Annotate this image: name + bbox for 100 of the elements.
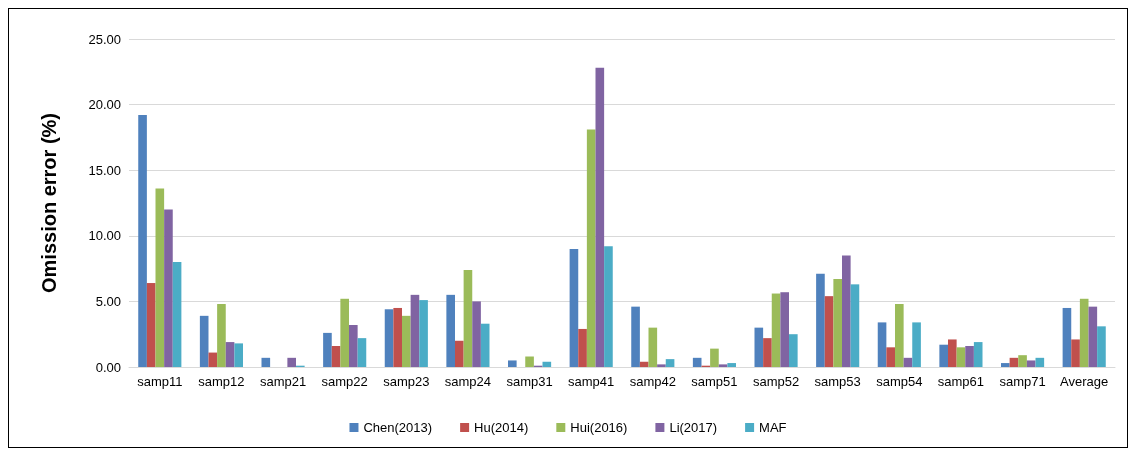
bar [903,357,913,367]
legend-label: Hu(2014) [474,420,529,435]
bar [604,246,613,367]
bar [480,323,490,367]
bar [1000,363,1010,367]
y-tick-label: 10.00 [88,228,121,244]
bar [912,322,921,367]
bar [763,338,772,367]
legend-label: Li(2017) [669,420,718,435]
legend-label: Chen(2013) [363,420,433,435]
bar [1035,357,1045,367]
legend-label: MAF [759,420,787,435]
x-tick-label: samp21 [259,374,307,389]
x-tick-label: samp61 [937,374,985,389]
bar [507,360,517,367]
bar [172,262,182,367]
bar [463,269,473,367]
bar [948,339,957,367]
bar [340,298,349,367]
y-tick-label: 15.00 [88,162,121,178]
bar [578,328,587,367]
bar [1009,357,1019,367]
bar [217,304,226,367]
x-tick-label: samp42 [629,374,676,389]
bar [472,301,481,367]
bar [939,344,948,367]
bar [842,255,851,367]
y-tick-label: 0.00 [95,359,121,375]
bar [816,273,825,367]
y-tick-label: 5.00 [95,293,121,309]
x-tick-label: samp24 [444,374,492,389]
bar [780,292,789,367]
bar [833,279,842,367]
bar [1097,326,1106,367]
bar [155,188,165,367]
bar [1018,355,1027,367]
x-tick-label: samp71 [999,374,1046,389]
bar [657,364,666,367]
bar [349,325,358,367]
bar [665,359,675,367]
bar [164,209,173,367]
bar [446,294,455,367]
x-tick-label: samp54 [876,374,923,389]
bar [323,332,332,367]
bar [331,346,341,367]
x-tick-label: samp22 [321,374,368,389]
bar [455,340,464,367]
x-tick-label: Average [1060,374,1109,389]
bar [631,306,640,367]
bar [692,357,702,367]
bar [384,309,394,367]
bar [877,322,887,367]
bar [710,348,719,367]
y-axis-title: Omission error (%) [38,112,60,294]
bar [208,352,218,367]
bar [965,346,974,367]
bar [850,284,860,367]
x-tick-label: samp53 [814,374,861,389]
x-tick-label: samp51 [691,374,738,389]
bar [287,357,296,367]
bar [973,342,983,367]
bar [225,342,235,367]
x-tick-label: samp41 [568,374,615,389]
x-tick-label: samp12 [198,374,245,389]
bar [525,356,534,367]
bar [754,327,764,367]
bar [357,338,367,367]
bar [824,296,834,367]
y-tick-label: 20.00 [88,97,121,113]
bar [569,248,579,367]
x-tick-label: samp52 [752,374,800,389]
bar [886,347,895,367]
bar [199,315,209,367]
bar [1088,306,1098,367]
bar [718,364,728,367]
bar [1026,360,1036,367]
bar [595,67,605,367]
x-tick-label: samp11 [137,374,183,389]
bar [234,343,244,367]
x-tick-label: samp31 [506,374,553,389]
bar [1062,307,1072,367]
bar [586,129,596,367]
bar [771,293,781,367]
bar [393,307,402,367]
bar [1071,339,1080,367]
bar [648,327,658,367]
x-tick-label: samp23 [383,374,430,389]
bar [402,315,411,367]
bar [895,304,904,367]
bar [410,294,420,367]
bar [419,300,428,367]
bar [789,334,798,367]
bar [261,357,271,367]
legend-label: Hui(2016) [570,420,628,435]
bar [138,115,147,367]
bar [727,363,737,367]
bar [956,347,966,367]
bar [1079,298,1089,367]
bar [146,283,156,367]
y-tick-label: 25.00 [88,31,121,47]
